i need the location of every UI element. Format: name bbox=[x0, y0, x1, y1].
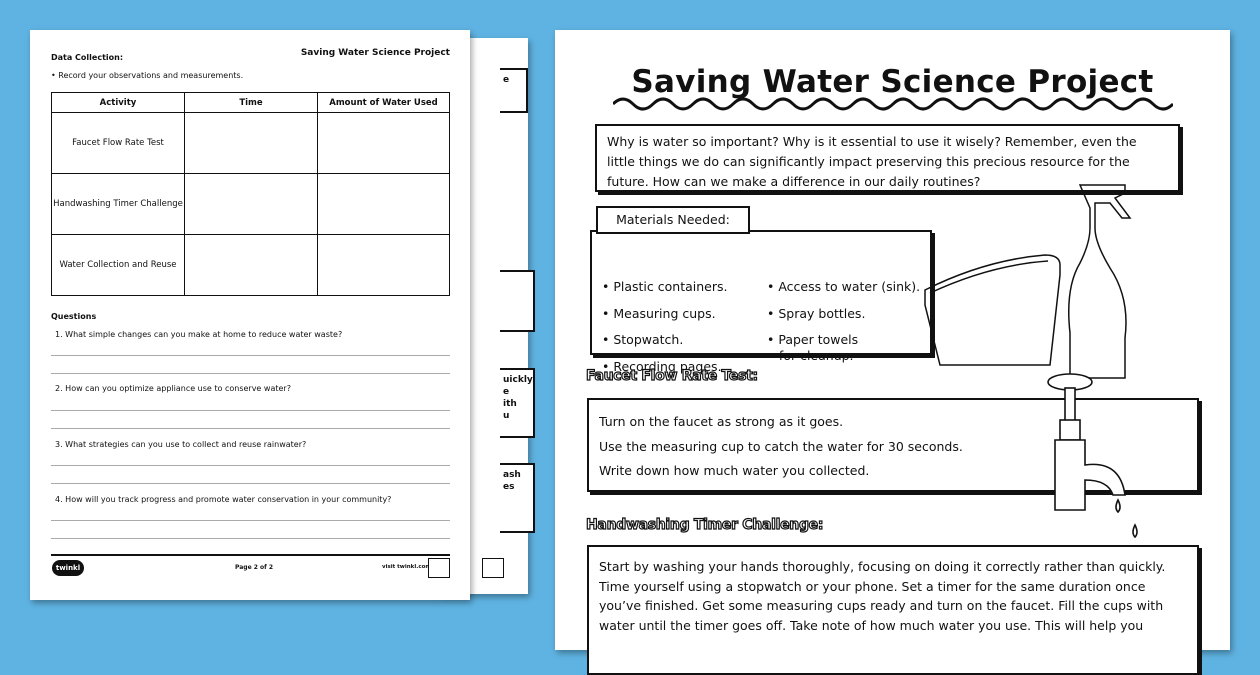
step: Write down how much water you collected. bbox=[599, 463, 870, 478]
cell: Handwashing Timer Challenge bbox=[51, 173, 185, 235]
material-item: • Spray bottles. bbox=[767, 306, 866, 321]
footer-divider bbox=[51, 554, 450, 556]
column-header: Amount of Water Used bbox=[317, 92, 450, 113]
material-item: • Plastic containers. bbox=[602, 279, 728, 294]
questions-title: Questions bbox=[51, 312, 97, 321]
cell: Faucet Flow Rate Test bbox=[51, 112, 185, 174]
question: 2. How can you optimize appliance use to… bbox=[55, 384, 291, 393]
step: Turn on the faucet as strong as it goes. bbox=[599, 414, 844, 429]
twinkl-badge-icon bbox=[482, 558, 504, 578]
visit-link[interactable]: visit twinkl.com bbox=[382, 564, 432, 570]
table-row: Faucet Flow Rate Test bbox=[51, 112, 450, 174]
answer-line[interactable] bbox=[51, 520, 450, 521]
answer-line[interactable] bbox=[51, 465, 450, 466]
cell[interactable] bbox=[184, 173, 318, 235]
cell[interactable] bbox=[317, 234, 450, 296]
back-fragment: e bbox=[500, 68, 528, 113]
twinkl-badge-icon bbox=[428, 558, 450, 578]
twinkl-logo: twinkl bbox=[52, 560, 84, 576]
question: 3. What strategies can you use to collec… bbox=[55, 440, 307, 449]
cell[interactable] bbox=[184, 234, 318, 296]
handwashing-section-title: Handwashing Timer Challenge: bbox=[585, 516, 824, 533]
answer-line[interactable] bbox=[51, 355, 450, 356]
answer-line[interactable] bbox=[51, 483, 450, 484]
material-item: • Stopwatch. bbox=[602, 332, 684, 347]
worksheet-page-2: Data Collection: Saving Water Science Pr… bbox=[30, 30, 470, 600]
cell[interactable] bbox=[317, 112, 450, 174]
data-table: Activity Time Amount of Water Used Faucet … bbox=[51, 92, 450, 296]
column-header: Activity bbox=[51, 92, 185, 113]
back-fragment: ash es bbox=[500, 463, 535, 533]
cell[interactable] bbox=[184, 112, 318, 174]
instruction: • Record your observations and measureme… bbox=[51, 71, 244, 80]
materials-title: Materials Needed: bbox=[596, 206, 750, 234]
intro-box: Why is water so important? Why is it ess… bbox=[595, 124, 1180, 192]
handwashing-box: Start by washing your hands thoroughly, … bbox=[587, 545, 1199, 675]
material-item: • Paper towels for cleanup. bbox=[767, 332, 859, 363]
answer-line[interactable] bbox=[51, 428, 450, 429]
cell[interactable] bbox=[317, 173, 450, 235]
question: 4. How will you track progress and promo… bbox=[55, 495, 392, 504]
material-item: • Recording pages. bbox=[602, 359, 722, 374]
column-header: Time bbox=[184, 92, 318, 113]
table-row: Handwashing Timer Challenge bbox=[51, 173, 450, 235]
back-box bbox=[500, 270, 535, 332]
faucet-icon bbox=[1047, 373, 1138, 539]
cell: Water Collection and Reuse bbox=[51, 234, 185, 296]
materials-box: • Plastic containers. • Measuring cups. … bbox=[590, 230, 932, 374]
table-row: Water Collection and Reuse bbox=[51, 234, 450, 296]
material-item: • Access to water (sink). bbox=[767, 279, 921, 294]
worksheet-page-1: Saving Water Science Project Why is wate… bbox=[555, 30, 1230, 675]
answer-line[interactable] bbox=[51, 373, 450, 374]
wavy-underline bbox=[613, 97, 1173, 111]
answer-line[interactable] bbox=[51, 410, 450, 411]
question: 1. What simple changes can you make at h… bbox=[55, 330, 343, 339]
material-item: • Measuring cups. bbox=[602, 306, 716, 321]
answer-line[interactable] bbox=[51, 538, 450, 539]
step: Use the measuring cup to catch the water… bbox=[599, 438, 963, 454]
spray-bottle-and-container-icon bbox=[924, 184, 1132, 379]
page-header: Saving Water Science Project bbox=[300, 48, 450, 58]
section-title: Data Collection: bbox=[51, 53, 124, 62]
faucet-section-title: Faucet Flow Rate Test: bbox=[585, 367, 758, 384]
back-fragment: uickly. e ith u bbox=[500, 368, 535, 438]
page-title: Saving Water Science Project bbox=[631, 64, 1154, 100]
page-number: Page 2 of 2 bbox=[235, 564, 273, 571]
